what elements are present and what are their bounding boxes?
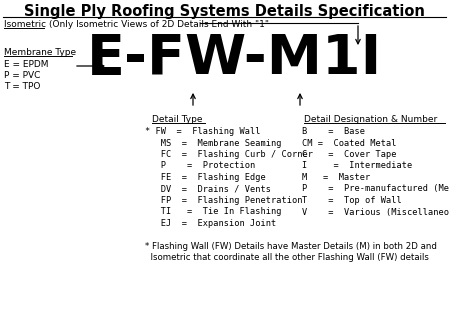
Text: CM =  Coated Metal: CM = Coated Metal	[302, 139, 396, 148]
Text: EJ  =  Expansion Joint: EJ = Expansion Joint	[145, 219, 276, 228]
Text: FE  =  Flashing Edge: FE = Flashing Edge	[145, 173, 266, 182]
Text: I     =  Intermediate: I = Intermediate	[302, 161, 412, 171]
Text: * Flashing Wall (FW) Details have Master Details (M) in both 2D and: * Flashing Wall (FW) Details have Master…	[145, 242, 437, 251]
Text: M   =  Master: M = Master	[302, 173, 370, 182]
Text: Detail Designation & Number: Detail Designation & Number	[304, 115, 437, 124]
Text: FC  =  Flashing Curb / Corner: FC = Flashing Curb / Corner	[145, 150, 313, 159]
Text: FP  =  Flashing Penetration: FP = Flashing Penetration	[145, 196, 303, 205]
Text: V    =  Various (Miscellaneous): V = Various (Miscellaneous)	[302, 208, 449, 216]
Text: T    =  Top of Wall: T = Top of Wall	[302, 196, 402, 205]
Text: * FW  =  Flashing Wall: * FW = Flashing Wall	[145, 127, 260, 136]
Text: TI   =  Tie In Flashing: TI = Tie In Flashing	[145, 208, 282, 216]
Text: Single Ply Roofing Systems Details Specification: Single Ply Roofing Systems Details Speci…	[23, 4, 424, 19]
Text: P    =  Protection: P = Protection	[145, 161, 255, 171]
Text: E = EPDM: E = EPDM	[4, 60, 48, 69]
Text: E-FW-M1I: E-FW-M1I	[88, 32, 383, 86]
Text: P = PVC: P = PVC	[4, 71, 40, 80]
Text: P    =  Pre-manufactured (Metal): P = Pre-manufactured (Metal)	[302, 184, 449, 193]
Text: T = TPO: T = TPO	[4, 82, 40, 91]
Text: MS  =  Membrane Seaming: MS = Membrane Seaming	[145, 139, 282, 148]
Text: Detail Type: Detail Type	[152, 115, 202, 124]
Text: B    =  Base: B = Base	[302, 127, 365, 136]
Text: Membrane Type: Membrane Type	[4, 48, 76, 57]
Text: C    =  Cover Tape: C = Cover Tape	[302, 150, 396, 159]
Text: Isometric (Only Isometric Views of 2D Details End With "1": Isometric (Only Isometric Views of 2D De…	[4, 20, 269, 29]
Text: DV  =  Drains / Vents: DV = Drains / Vents	[145, 184, 271, 193]
Text: Isometric that coordinate all the other Flashing Wall (FW) details: Isometric that coordinate all the other …	[145, 253, 429, 262]
